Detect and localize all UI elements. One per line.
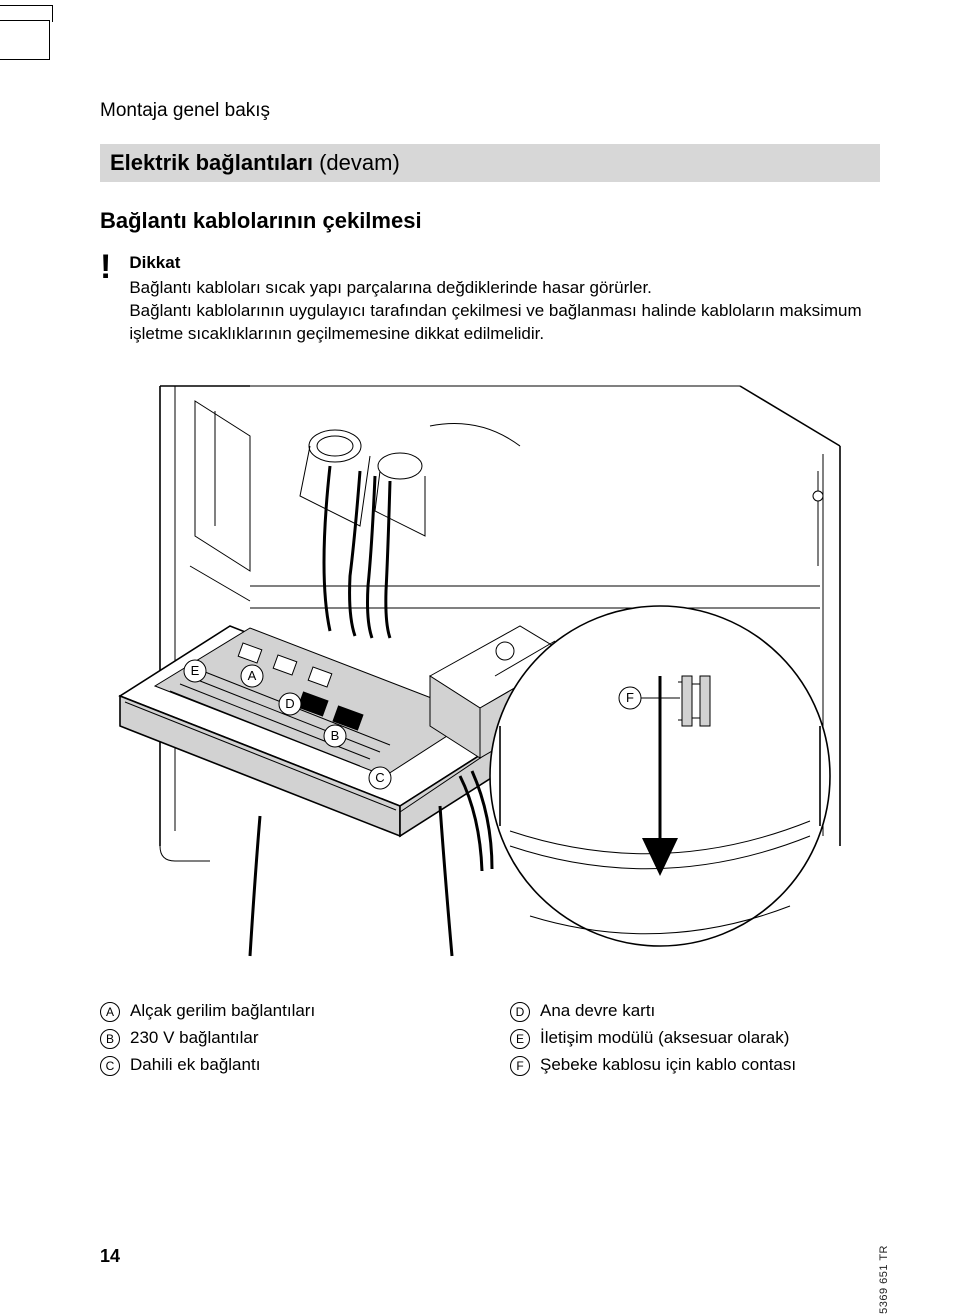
attention-icon: ! <box>100 252 111 346</box>
legend-key-a: A <box>100 1002 120 1022</box>
attention-p2: Bağlantı kablolarının uygulayıcı tarafın… <box>129 301 861 343</box>
page: Montaja genel bakış Elektrik bağlantılar… <box>0 0 960 1315</box>
legend-row: F Şebeke kablosu için kablo contası <box>510 1055 880 1076</box>
legend: A Alçak gerilim bağlantıları B 230 V bağ… <box>100 1001 880 1082</box>
callout-a: A <box>248 668 257 683</box>
callout-f: F <box>626 690 634 705</box>
attention-notice: ! Dikkat Bağlantı kabloları sıcak yapı p… <box>100 252 880 346</box>
attention-title: Dikkat <box>129 252 880 275</box>
running-head: Montaja genel bakış <box>100 100 880 122</box>
crop-mark <box>0 20 50 60</box>
section-title-bold: Elektrik bağlantıları <box>110 150 313 175</box>
legend-row: A Alçak gerilim bağlantıları <box>100 1001 470 1022</box>
document-id: 5369 651 TR <box>878 1245 890 1314</box>
attention-p1: Bağlantı kabloları sıcak yapı parçaların… <box>129 278 652 297</box>
section-bar: Elektrik bağlantıları (devam) <box>100 144 880 182</box>
legend-row: C Dahili ek bağlantı <box>100 1055 470 1076</box>
callout-b: B <box>331 728 340 743</box>
legend-key-b: B <box>100 1029 120 1049</box>
subsection-heading: Bağlantı kablolarının çekilmesi <box>100 208 880 234</box>
legend-text-c: Dahili ek bağlantı <box>130 1055 260 1075</box>
legend-col-left: A Alçak gerilim bağlantıları B 230 V bağ… <box>100 1001 470 1082</box>
callout-e: E <box>191 663 200 678</box>
legend-text-f: Şebeke kablosu için kablo contası <box>540 1055 796 1075</box>
legend-text-a: Alçak gerilim bağlantıları <box>130 1001 315 1021</box>
attention-body: Dikkat Bağlantı kabloları sıcak yapı par… <box>129 252 880 346</box>
legend-row: B 230 V bağlantılar <box>100 1028 470 1049</box>
legend-col-right: D Ana devre kartı E İletişim modülü (aks… <box>510 1001 880 1082</box>
legend-key-d: D <box>510 1002 530 1022</box>
callout-d: D <box>285 696 294 711</box>
legend-key-c: C <box>100 1056 120 1076</box>
legend-key-e: E <box>510 1029 530 1049</box>
legend-row: E İletişim modülü (aksesuar olarak) <box>510 1028 880 1049</box>
legend-text-d: Ana devre kartı <box>540 1001 655 1021</box>
callout-c: C <box>375 770 384 785</box>
legend-text-b: 230 V bağlantılar <box>130 1028 259 1048</box>
section-title-light: (devam) <box>319 150 400 175</box>
legend-row: D Ana devre kartı <box>510 1001 880 1022</box>
wiring-diagram-figure: E A D B C F <box>100 376 860 966</box>
legend-text-e: İletişim modülü (aksesuar olarak) <box>540 1028 789 1048</box>
legend-key-f: F <box>510 1056 530 1076</box>
page-number: 14 <box>100 1246 120 1267</box>
